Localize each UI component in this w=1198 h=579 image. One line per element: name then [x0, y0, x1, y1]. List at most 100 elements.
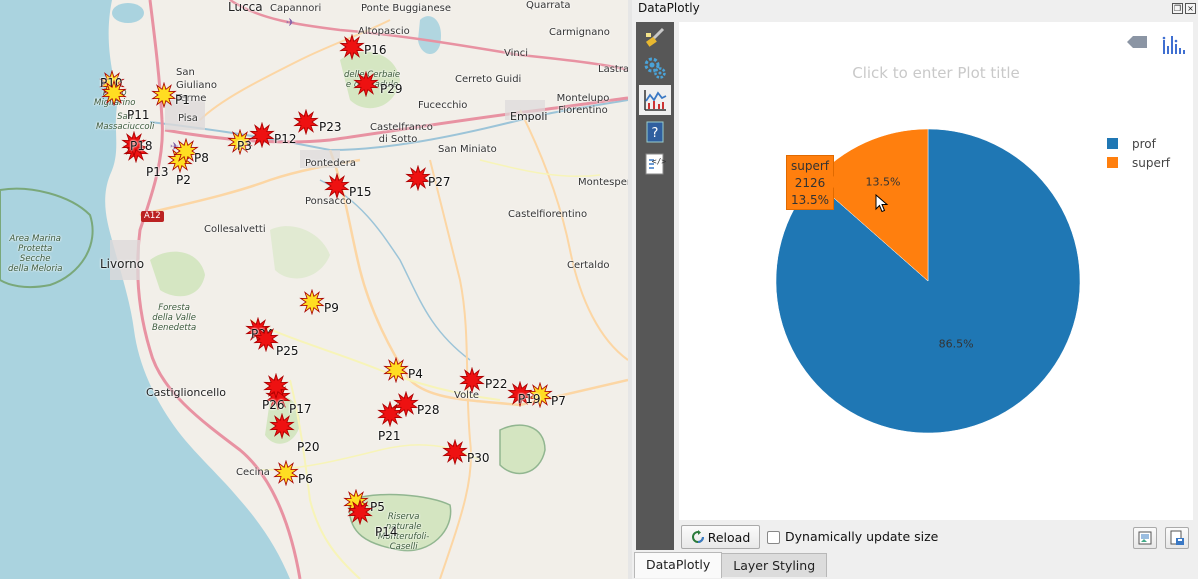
point-label: P16 — [364, 43, 387, 57]
place-label: Ponte Buggianese — [361, 3, 452, 14]
point-label: P18 — [130, 139, 153, 153]
point-marker[interactable] — [405, 165, 431, 191]
place-label: Capannori — [270, 3, 322, 14]
tab-layer-styling[interactable]: Layer Styling — [721, 553, 828, 577]
legend-swatch — [1107, 157, 1118, 168]
reload-icon — [691, 530, 704, 543]
reload-label: Reload — [707, 529, 751, 545]
reload-button[interactable]: Reload — [681, 525, 760, 549]
point-marker[interactable] — [339, 34, 365, 60]
place-label: Fucecchio — [418, 100, 468, 111]
tooltip-value: 2126 — [794, 176, 826, 190]
dock-splitter[interactable] — [628, 0, 632, 579]
place-label: Castelfranco di Sotto — [370, 122, 433, 145]
point-label: P17 — [289, 402, 312, 416]
point-marker[interactable] — [383, 357, 409, 383]
point-label: P12 — [274, 132, 297, 146]
point-label: P14 — [375, 525, 398, 539]
place-label: San Miniato — [438, 144, 497, 155]
plot-bottom-bar: Reload Dynamically update size — [679, 524, 1193, 552]
place-label: Castelfiorentino — [508, 209, 588, 220]
point-label: P20 — [297, 440, 320, 454]
dynamic-size-label[interactable]: Dynamically update size — [785, 529, 939, 544]
style-icon[interactable] — [639, 22, 671, 52]
point-marker[interactable] — [347, 499, 373, 525]
point-label: P5 — [370, 500, 385, 514]
plot-icon[interactable] — [639, 85, 671, 115]
tab-dataplotly[interactable]: DataPlotly — [634, 552, 723, 578]
tool-strip: ? </> — [636, 22, 674, 550]
place-label: Montelupo Fiorentino — [556, 93, 610, 116]
place-label: Riserva naturale Monterufoli- Caselli — [378, 512, 430, 552]
point-label: P7 — [551, 394, 566, 408]
point-marker[interactable] — [227, 129, 253, 155]
tooltip-percent: 13.5% — [790, 193, 830, 207]
point-label: P22 — [485, 377, 508, 391]
plot-title[interactable]: Click to enter Plot title — [852, 64, 1020, 82]
point-marker[interactable] — [324, 173, 350, 199]
road-shield: A12 — [141, 211, 164, 222]
point-marker[interactable] — [263, 373, 289, 399]
place-label: Ponsacco — [305, 196, 352, 207]
point-label: P11 — [127, 108, 150, 122]
point-marker[interactable] — [507, 381, 533, 407]
point-marker[interactable] — [273, 460, 299, 486]
arrow-left-icon[interactable] — [1123, 34, 1149, 50]
point-label: P25 — [276, 344, 299, 358]
point-marker[interactable] — [151, 82, 177, 108]
point-label: P30 — [467, 451, 490, 465]
save-html-icon[interactable] — [1165, 527, 1189, 549]
pie-slice-label: 86.5% — [939, 337, 974, 350]
hover-tooltip: superf 2126 13.5% — [786, 155, 840, 210]
point-label: P1 — [175, 93, 190, 107]
svg-text:✈: ✈ — [170, 140, 179, 153]
point-label: P21 — [378, 429, 401, 443]
point-label: P27 — [428, 175, 451, 189]
point-label: P8 — [194, 151, 209, 165]
dock-tabs: DataPlotly Layer Styling — [634, 552, 828, 579]
point-marker[interactable] — [442, 439, 468, 465]
point-label: P15 — [349, 185, 372, 199]
dataplotly-dock: DataPlotly ❐ × — [632, 0, 1198, 579]
close-icon[interactable]: × — [1185, 3, 1196, 14]
legend-item[interactable]: superf — [1107, 153, 1170, 172]
dock-title: DataPlotly — [638, 1, 700, 15]
point-marker[interactable] — [299, 289, 325, 315]
point-label: P28 — [417, 403, 440, 417]
svg-text:✈: ✈ — [286, 16, 295, 29]
place-label: Livorno — [100, 257, 145, 271]
point-marker[interactable] — [173, 138, 199, 164]
legend-item[interactable]: prof — [1107, 134, 1170, 153]
place-label: Lucca — [228, 0, 263, 14]
plot-view[interactable]: Click to enter Plot title 86.5% 13.5% pro… — [679, 22, 1193, 520]
plotly-logo-icon[interactable] — [1161, 34, 1187, 56]
plot-toolbar — [1123, 34, 1187, 56]
float-icon[interactable]: ❐ — [1172, 3, 1183, 14]
point-marker[interactable] — [293, 109, 319, 135]
map-canvas[interactable]: ✈ ✈ Lucca Capannori Altopascio Ponte Bug… — [0, 0, 628, 579]
dynamic-size-checkbox[interactable] — [767, 531, 780, 544]
point-marker[interactable] — [269, 413, 295, 439]
point-marker[interactable] — [459, 367, 485, 393]
point-marker[interactable] — [249, 122, 275, 148]
point-label: P6 — [298, 472, 313, 486]
settings-icon[interactable] — [639, 53, 671, 83]
code-icon[interactable]: </> — [639, 149, 671, 179]
point-label: P26 — [262, 398, 285, 412]
place-label: Castiglioncello — [146, 386, 226, 399]
point-label: P19 — [518, 392, 541, 406]
save-image-icon[interactable] — [1133, 527, 1157, 549]
point-marker[interactable] — [101, 80, 127, 106]
point-label: P4 — [408, 367, 423, 381]
pie-chart: 86.5% 13.5% — [775, 128, 1081, 434]
point-marker[interactable] — [353, 71, 379, 97]
point-marker[interactable] — [393, 391, 419, 417]
point-marker[interactable] — [527, 382, 553, 408]
help-icon[interactable]: ? — [639, 117, 671, 147]
point-marker[interactable] — [121, 131, 147, 157]
place-label: San Massaciuccoli — [96, 112, 155, 132]
place-label: Certaldo — [567, 260, 610, 271]
place-label: San Giuliano Terme — [176, 67, 218, 104]
point-marker[interactable] — [253, 326, 279, 352]
